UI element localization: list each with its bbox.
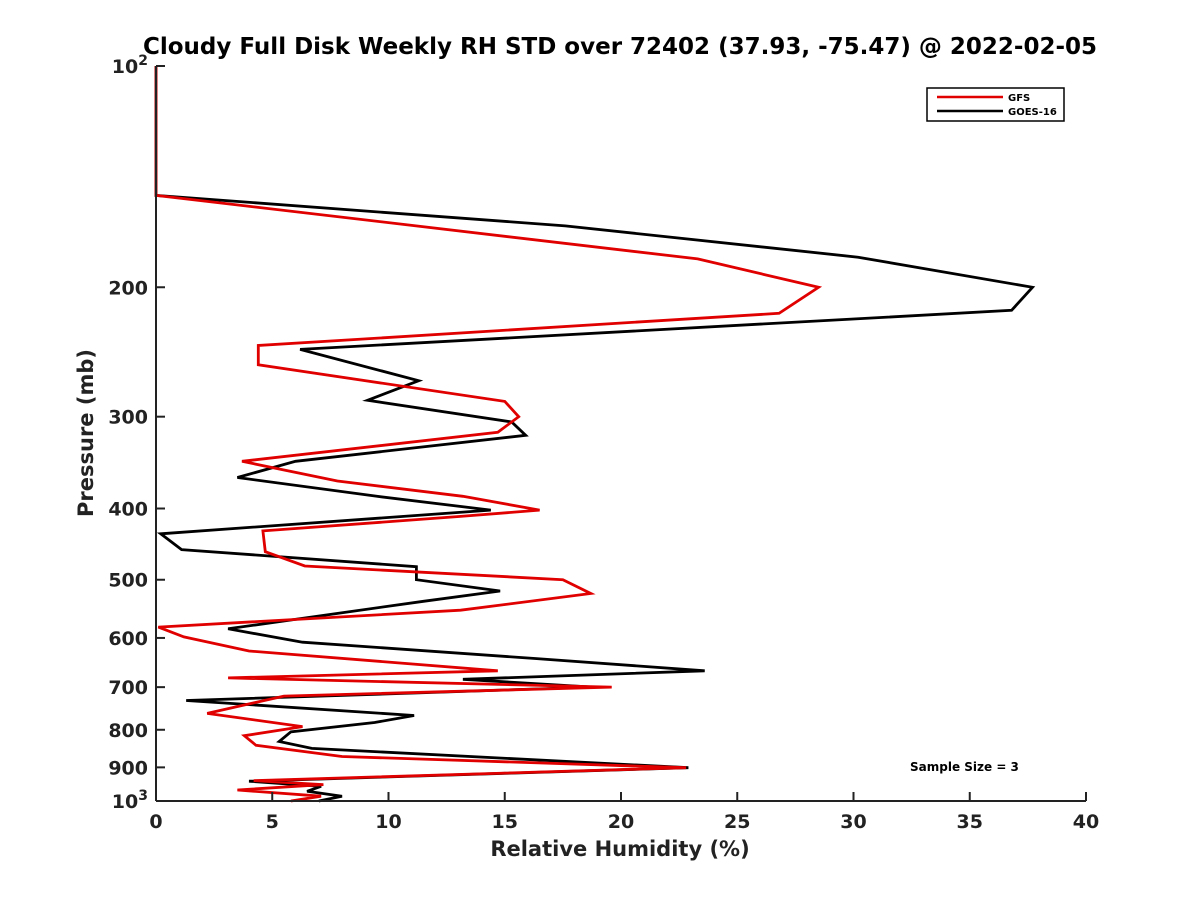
sample-size-annotation: Sample Size = 3 [910, 760, 1019, 774]
legend-label-gfs: GFS [1008, 93, 1030, 104]
x-tick-label: 20 [608, 811, 634, 833]
x-tick-label: 5 [266, 811, 279, 833]
legend-label-goes16: GOES-16 [1008, 107, 1057, 118]
y-tick-label: 400 [108, 499, 148, 521]
y-tick-label: 700 [108, 677, 148, 699]
y-tick-label: 900 [108, 757, 148, 779]
y-tick-label: 200 [108, 277, 148, 299]
axes: 0 5 10 15 20 25 30 35 40 102 200 300 400 500 600 700 80… [108, 53, 1099, 833]
y-axis-label: Pressure (mb) [74, 349, 98, 517]
y-ticks: 102 200 300 400 500 600 700 800 900 103 [108, 53, 165, 813]
x-tick-label: 35 [957, 811, 983, 833]
chart-title: Cloudy Full Disk Weekly RH STD over 7240… [143, 34, 1097, 60]
x-tick-label: 15 [492, 811, 518, 833]
plot-lines [154, 66, 1036, 803]
legend-box [926, 87, 1065, 122]
series-line-gfs [154, 66, 823, 803]
x-tick-label: 25 [724, 811, 750, 833]
x-tick-label: 30 [840, 811, 866, 833]
x-ticks: 0 5 10 15 20 25 30 35 40 [149, 792, 1099, 833]
y-tick-label: 500 [108, 570, 148, 592]
y-tick-label: 600 [108, 628, 148, 650]
series-line-goes-16 [154, 66, 1036, 803]
legend: GFS GOES-16 [926, 87, 1065, 122]
x-tick-label: 0 [149, 811, 162, 833]
y-tick-label: 103 [112, 788, 148, 813]
x-tick-label: 40 [1073, 811, 1099, 833]
x-axis-label: Relative Humidity (%) [490, 837, 749, 861]
x-tick-label: 10 [375, 811, 401, 833]
y-tick-label: 102 [112, 53, 148, 78]
y-tick-label: 800 [108, 720, 148, 742]
y-tick-label: 300 [108, 407, 148, 429]
